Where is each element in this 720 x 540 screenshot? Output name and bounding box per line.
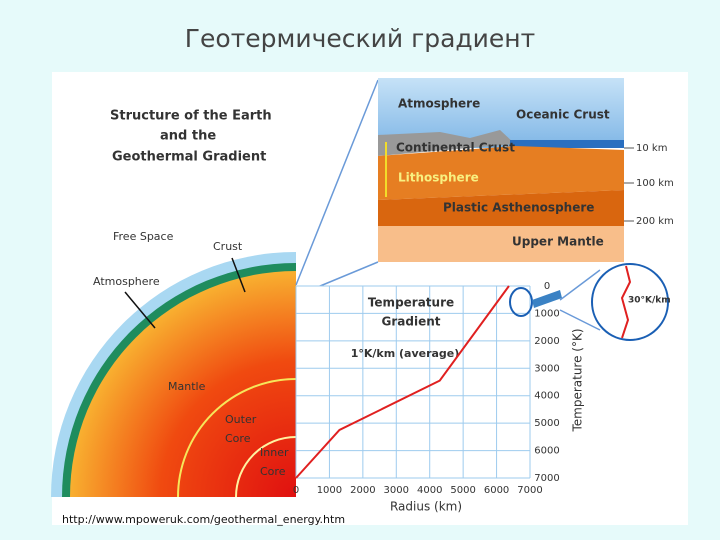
cs-label: Atmosphere	[398, 97, 480, 111]
inset-circle	[591, 263, 669, 341]
x-tick-label: 1000	[317, 485, 342, 496]
plot-area	[296, 286, 530, 478]
cs-asthenosphere	[378, 190, 624, 226]
cs-label: Plastic Asthenosphere	[443, 201, 594, 215]
heading-line: and the	[160, 129, 216, 144]
cs-label: Upper Mantle	[512, 235, 604, 249]
inner-core-boundary	[235, 436, 297, 498]
depth-label: 100 km	[636, 178, 674, 189]
projection-lines	[295, 79, 601, 331]
zoom-marker	[509, 287, 533, 317]
source-url: http://www.mpoweruk.com/geothermal_energ…	[62, 513, 345, 526]
x-axis-label: Radius (km)	[390, 500, 462, 514]
depth-label: 200 km	[636, 216, 674, 227]
earth-label: Atmosphere	[93, 275, 160, 288]
depth-label: 10 km	[636, 143, 667, 154]
inset-curve	[620, 265, 632, 339]
outer-core-boundary	[177, 378, 297, 498]
y-tick-label: 7000	[534, 473, 559, 484]
cs-label: Continental Crust	[396, 141, 515, 155]
earth-label: Free Space	[113, 230, 174, 243]
earth-label: Mantle	[168, 380, 206, 393]
earth-label: Core	[260, 465, 286, 478]
x-tick-label: 6000	[484, 485, 509, 496]
inset-label: 30°K/km	[628, 296, 671, 306]
cs-label: Oceanic Crust	[516, 108, 610, 122]
x-tick-label: 0	[293, 485, 299, 496]
y-tick-label: 6000	[534, 446, 559, 457]
y-tick-label: 1000	[534, 308, 559, 319]
graph-title: Temperature	[368, 296, 454, 310]
heading-line: Geothermal Gradient	[112, 150, 266, 165]
cs-continental-crust	[378, 130, 515, 156]
x-tick-label: 7000	[517, 485, 542, 496]
earth-label: Inner	[260, 446, 289, 459]
pointers	[124, 257, 246, 329]
annotation: 1°K/km (average)	[351, 347, 460, 360]
earth-label: Crust	[213, 240, 243, 253]
graph: 0 1000 2000 3000 4000 5000 6000 7000 0 1000 2000 30…	[293, 281, 585, 514]
cs-label: Lithosphere	[398, 171, 479, 185]
y-tick-label: 0	[544, 281, 550, 292]
mantle-layer	[70, 271, 296, 497]
cs-lithosphere	[378, 146, 624, 200]
x-tick-label: 4000	[417, 485, 442, 496]
cs-ocean	[510, 140, 624, 148]
graph-title: Gradient	[382, 315, 441, 329]
zoom-pointer	[532, 290, 562, 308]
y-tick-label: 4000	[534, 391, 559, 402]
x-tick-label: 2000	[350, 485, 375, 496]
x-tick-label: 3000	[384, 485, 409, 496]
cs-upper-mantle	[378, 226, 624, 262]
heading-line: Structure of the Earth	[110, 109, 272, 124]
depth-lines	[624, 147, 634, 222]
y-tick-label: 5000	[534, 418, 559, 429]
x-tick-label: 5000	[450, 485, 475, 496]
temperature-line	[295, 285, 510, 479]
slide-title: Геотермический градиент	[185, 24, 535, 53]
earth-label: Core	[225, 432, 251, 445]
y-tick-label: 3000	[534, 363, 559, 374]
y-tick-label: 2000	[534, 336, 559, 347]
earth-label: Outer	[225, 413, 257, 426]
y-axis-label: Temperature (°K)	[571, 328, 585, 432]
